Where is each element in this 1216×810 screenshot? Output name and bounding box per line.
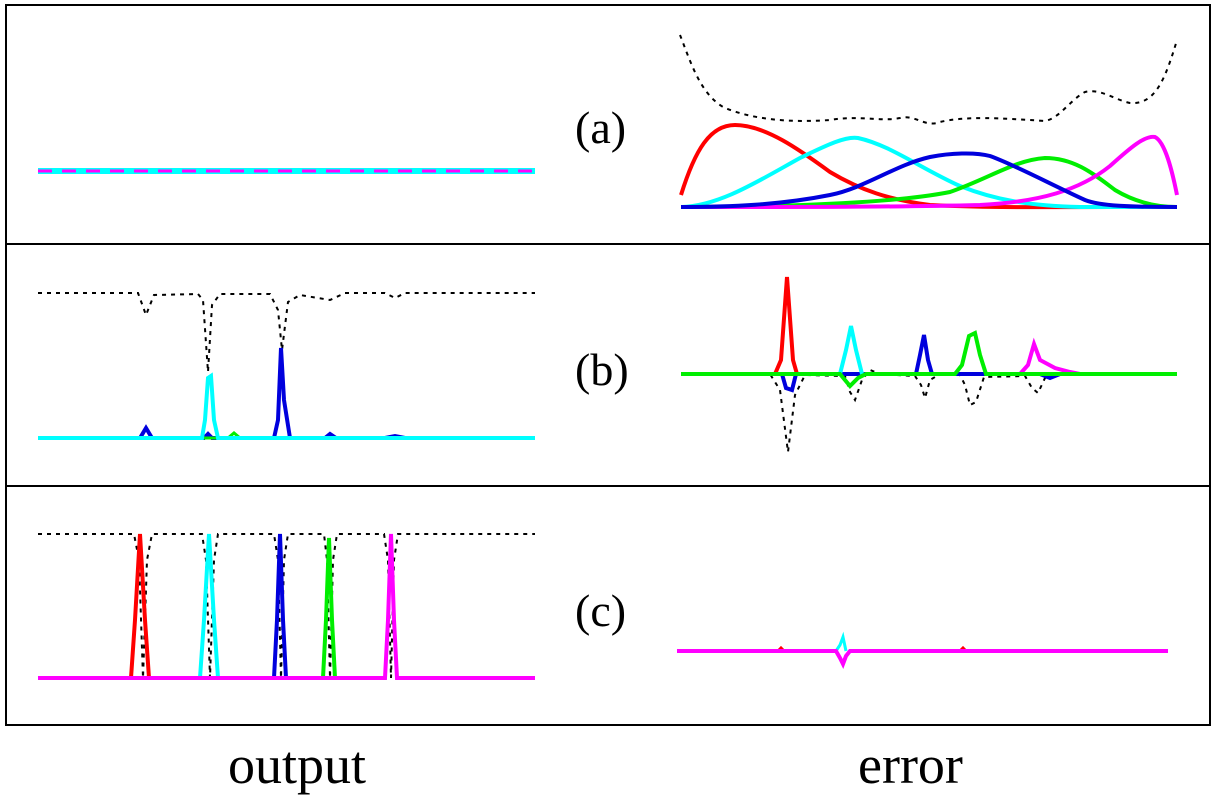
b-error-magenta-curve (1018, 337, 1081, 376)
b-error-green-curve (681, 330, 1177, 389)
panel-b-error (681, 276, 1177, 453)
panel-a-error (679, 34, 1179, 210)
c-output-magenta-curve (38, 533, 535, 680)
a-error-dotted-curve (679, 34, 1178, 125)
b-error-dotted-curve (681, 368, 1177, 453)
panel-label-a: (a) (575, 102, 626, 153)
b-error-blue-curve (780, 334, 1061, 393)
panel-label-b: (b) (575, 344, 629, 395)
a-error-magenta-curve (680, 134, 1179, 209)
b-output-blue-curve (38, 347, 535, 440)
panel-c-output (38, 533, 535, 680)
a-error-blue-curve (680, 151, 1178, 209)
c-output-cyan-curve (198, 533, 220, 679)
c-error-cyan-curve (834, 631, 848, 652)
a-error-green-curve (680, 155, 1178, 209)
b-error-cyan-curve (838, 325, 864, 375)
panel-c-error (677, 631, 1168, 669)
c-output-blue-curve (272, 533, 288, 679)
column-label-output: output (228, 735, 367, 795)
column-label-error: error (858, 735, 963, 795)
panel-b-output (38, 292, 535, 440)
a-error-cyan-curve (680, 135, 1177, 209)
panel-label-c: (c) (575, 585, 626, 636)
c-error-magenta-curve (677, 649, 1168, 669)
b-output-dotted-curve (38, 292, 535, 373)
panel-c-frame (5, 485, 1211, 726)
a-error-red-curve (679, 122, 1177, 210)
b-output-cyan-curve (38, 372, 535, 440)
c-output-red-curve (129, 533, 151, 679)
c-output-green-curve (321, 537, 337, 679)
